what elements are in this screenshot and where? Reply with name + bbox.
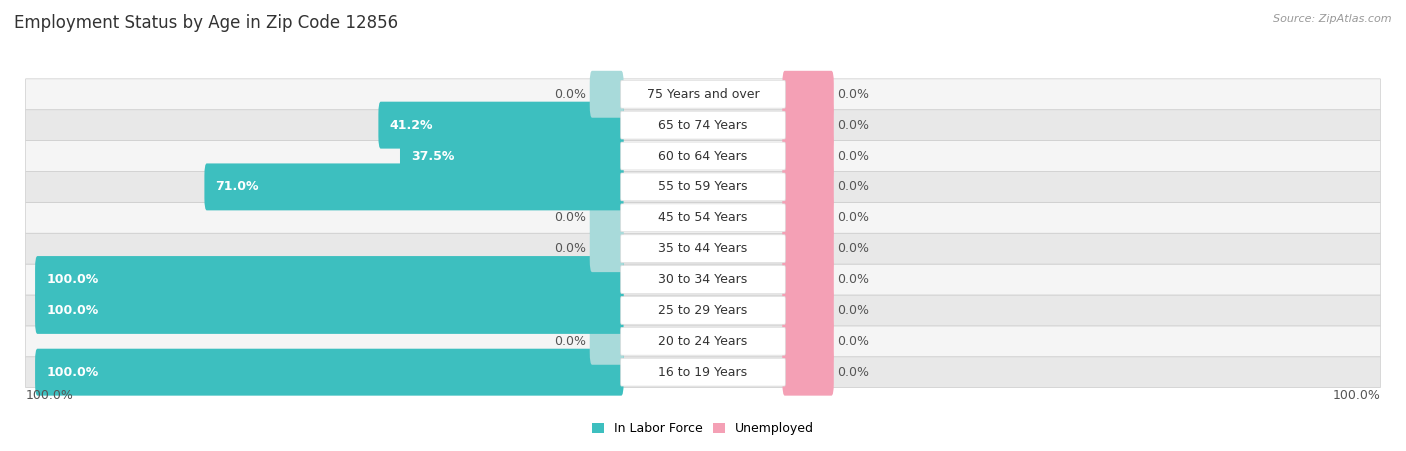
Text: 0.0%: 0.0%: [838, 211, 869, 224]
Text: 37.5%: 37.5%: [411, 150, 454, 162]
Text: 0.0%: 0.0%: [554, 242, 586, 255]
Text: 0.0%: 0.0%: [838, 335, 869, 348]
Text: 60 to 64 Years: 60 to 64 Years: [658, 150, 748, 162]
Text: 100.0%: 100.0%: [1333, 389, 1381, 402]
FancyBboxPatch shape: [25, 202, 1381, 233]
FancyBboxPatch shape: [589, 194, 624, 241]
FancyBboxPatch shape: [35, 256, 624, 303]
Text: 71.0%: 71.0%: [215, 180, 259, 193]
Text: 65 to 74 Years: 65 to 74 Years: [658, 119, 748, 132]
FancyBboxPatch shape: [35, 287, 624, 334]
Text: 0.0%: 0.0%: [554, 88, 586, 101]
FancyBboxPatch shape: [25, 79, 1381, 110]
FancyBboxPatch shape: [25, 171, 1381, 202]
FancyBboxPatch shape: [25, 264, 1381, 295]
Text: 45 to 54 Years: 45 to 54 Years: [658, 211, 748, 224]
FancyBboxPatch shape: [782, 318, 834, 365]
Text: 0.0%: 0.0%: [838, 242, 869, 255]
Text: 25 to 29 Years: 25 to 29 Years: [658, 304, 748, 317]
Text: 30 to 34 Years: 30 to 34 Years: [658, 273, 748, 286]
FancyBboxPatch shape: [589, 71, 624, 118]
Text: 100.0%: 100.0%: [46, 366, 98, 379]
FancyBboxPatch shape: [782, 194, 834, 241]
FancyBboxPatch shape: [378, 101, 624, 149]
FancyBboxPatch shape: [620, 142, 786, 170]
Text: Source: ZipAtlas.com: Source: ZipAtlas.com: [1274, 14, 1392, 23]
FancyBboxPatch shape: [620, 204, 786, 232]
Text: 20 to 24 Years: 20 to 24 Years: [658, 335, 748, 348]
FancyBboxPatch shape: [25, 141, 1381, 171]
Text: 16 to 19 Years: 16 to 19 Years: [658, 366, 748, 379]
Text: 0.0%: 0.0%: [838, 88, 869, 101]
FancyBboxPatch shape: [620, 111, 786, 139]
FancyBboxPatch shape: [620, 358, 786, 386]
FancyBboxPatch shape: [620, 266, 786, 294]
FancyBboxPatch shape: [620, 173, 786, 201]
Text: 0.0%: 0.0%: [838, 273, 869, 286]
FancyBboxPatch shape: [35, 349, 624, 396]
FancyBboxPatch shape: [782, 256, 834, 303]
FancyBboxPatch shape: [25, 326, 1381, 357]
Text: 100.0%: 100.0%: [46, 273, 98, 286]
FancyBboxPatch shape: [25, 295, 1381, 326]
FancyBboxPatch shape: [782, 133, 834, 179]
Text: 0.0%: 0.0%: [554, 335, 586, 348]
Text: Employment Status by Age in Zip Code 12856: Employment Status by Age in Zip Code 128…: [14, 14, 398, 32]
FancyBboxPatch shape: [620, 296, 786, 324]
FancyBboxPatch shape: [620, 80, 786, 108]
Text: 0.0%: 0.0%: [838, 180, 869, 193]
FancyBboxPatch shape: [204, 163, 624, 210]
FancyBboxPatch shape: [399, 133, 624, 179]
FancyBboxPatch shape: [782, 101, 834, 149]
FancyBboxPatch shape: [589, 225, 624, 272]
FancyBboxPatch shape: [25, 110, 1381, 141]
Legend: In Labor Force, Unemployed: In Labor Force, Unemployed: [592, 422, 814, 435]
Text: 75 Years and over: 75 Years and over: [647, 88, 759, 101]
Text: 35 to 44 Years: 35 to 44 Years: [658, 242, 748, 255]
FancyBboxPatch shape: [782, 349, 834, 396]
Text: 100.0%: 100.0%: [46, 304, 98, 317]
FancyBboxPatch shape: [782, 71, 834, 118]
Text: 0.0%: 0.0%: [838, 150, 869, 162]
Text: 0.0%: 0.0%: [554, 211, 586, 224]
Text: 41.2%: 41.2%: [389, 119, 433, 132]
Text: 0.0%: 0.0%: [838, 366, 869, 379]
FancyBboxPatch shape: [589, 318, 624, 365]
Text: 0.0%: 0.0%: [838, 304, 869, 317]
FancyBboxPatch shape: [25, 357, 1381, 387]
FancyBboxPatch shape: [782, 225, 834, 272]
FancyBboxPatch shape: [25, 233, 1381, 264]
FancyBboxPatch shape: [620, 327, 786, 355]
Text: 55 to 59 Years: 55 to 59 Years: [658, 180, 748, 193]
Text: 100.0%: 100.0%: [25, 389, 73, 402]
Text: 0.0%: 0.0%: [838, 119, 869, 132]
FancyBboxPatch shape: [782, 287, 834, 334]
FancyBboxPatch shape: [782, 163, 834, 210]
FancyBboxPatch shape: [620, 235, 786, 262]
